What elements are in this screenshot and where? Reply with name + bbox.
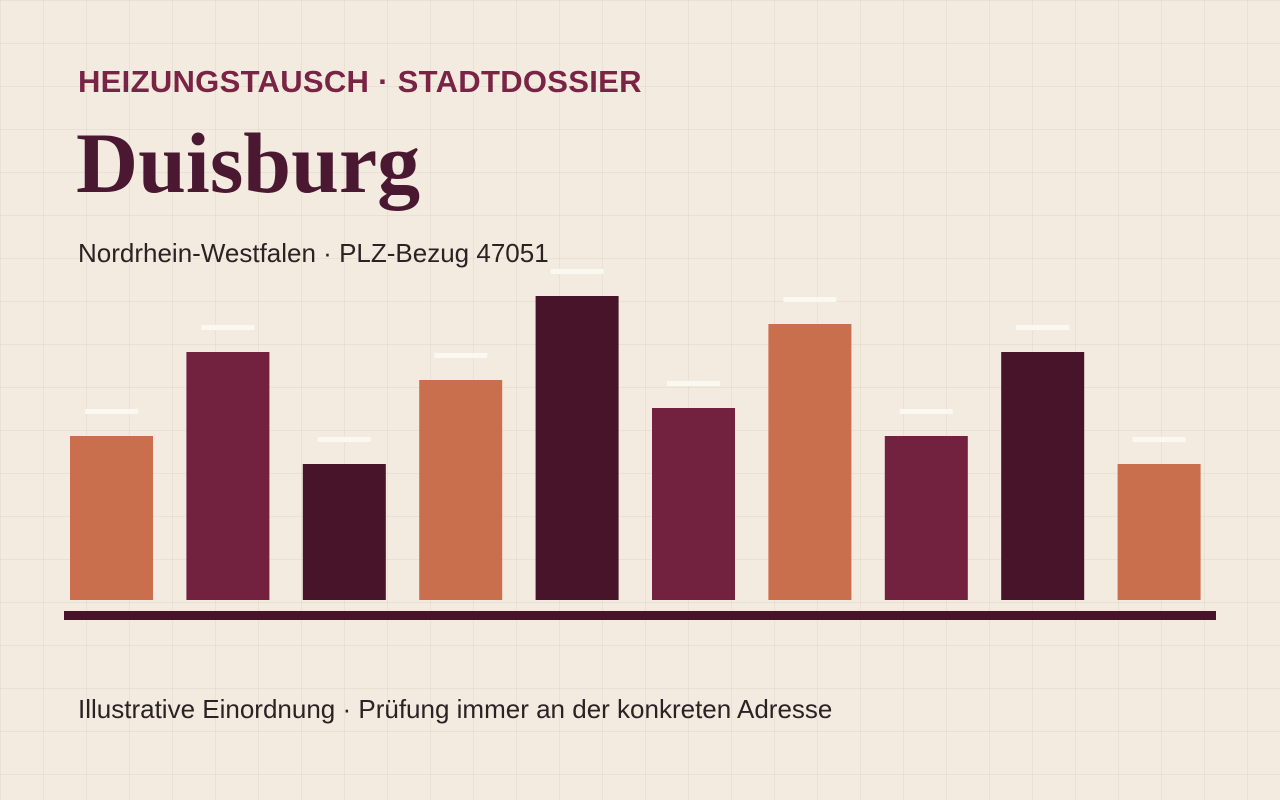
bar [1117, 464, 1201, 600]
bar-cap [783, 297, 837, 302]
bar [302, 464, 386, 600]
bar [186, 352, 270, 600]
bar-cap [1016, 325, 1070, 330]
bar-cap [550, 269, 604, 274]
bar-cap [899, 409, 953, 414]
bar [535, 296, 619, 600]
bar-cap [434, 353, 488, 358]
bar [768, 324, 852, 600]
bar-cap [667, 381, 720, 386]
bar-cap [317, 437, 371, 442]
city-title: Duisburg [76, 115, 421, 211]
bar-cap [85, 409, 138, 414]
baseline [64, 611, 1216, 620]
kicker: HEIZUNGSTAUSCH · STADTDOSSIER [78, 64, 642, 99]
footer-note: Illustrative Einordnung · Prüfung immer … [78, 694, 833, 724]
bar-cap [201, 325, 255, 330]
bar [419, 380, 503, 600]
bar-cap [1132, 437, 1186, 442]
bar [652, 408, 735, 600]
bar [1001, 352, 1085, 600]
bar [70, 436, 153, 600]
subtitle: Nordrhein-Westfalen · PLZ-Bezug 47051 [78, 238, 549, 268]
bar [884, 436, 968, 600]
